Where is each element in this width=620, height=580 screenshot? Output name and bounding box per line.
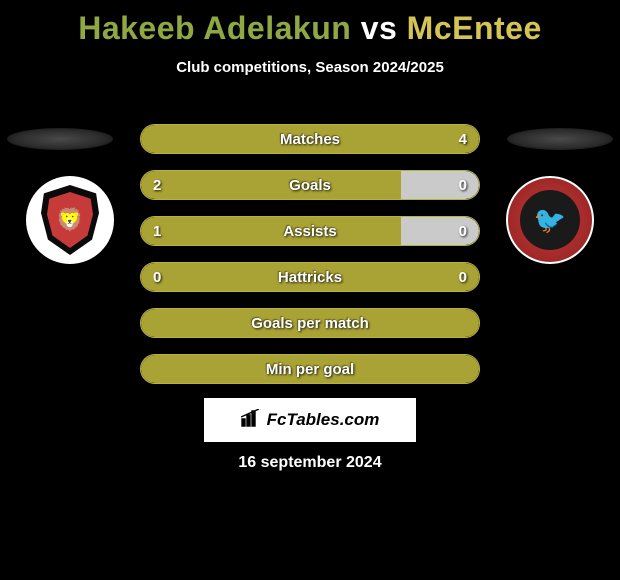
stat-bar: Goals2 0 xyxy=(140,170,480,200)
player2-shadow xyxy=(507,128,613,150)
bar-label: Hattricks xyxy=(141,269,479,286)
bar-value-left: 0 xyxy=(153,269,161,286)
player1-shadow xyxy=(7,128,113,150)
brand-box[interactable]: FcTables.com xyxy=(204,398,416,442)
bar-label: Matches xyxy=(141,131,479,148)
bar-value-right: 0 xyxy=(459,269,467,286)
swift-icon: 🐦 xyxy=(534,205,566,236)
bar-value-right: 0 xyxy=(459,177,467,194)
lion-icon: 🦁 xyxy=(56,207,83,233)
bar-label: Goals xyxy=(141,177,479,194)
walsall-inner: 🐦 xyxy=(520,190,580,250)
bar-value-left: 1 xyxy=(153,223,161,240)
club-logo-right: 🐦 xyxy=(506,176,594,264)
stat-bar: Matches4 xyxy=(140,124,480,154)
season-subtitle: Club competitions, Season 2024/2025 xyxy=(0,59,620,76)
bar-value-right: 4 xyxy=(459,131,467,148)
date-text: 16 september 2024 xyxy=(0,454,620,472)
bar-label: Min per goal xyxy=(141,361,479,378)
stat-bar: Goals per match xyxy=(140,308,480,338)
salford-shield: 🦁 xyxy=(41,185,99,255)
vs-text: vs xyxy=(361,10,398,46)
player2-name: McEntee xyxy=(407,10,542,46)
bar-value-left: 2 xyxy=(153,177,161,194)
player1-name: Hakeeb Adelakun xyxy=(78,10,351,46)
stat-bar: Assists1 0 xyxy=(140,216,480,246)
brand-text: FcTables.com xyxy=(267,410,380,430)
bar-label: Assists xyxy=(141,223,479,240)
stat-bar: Hattricks0 0 xyxy=(140,262,480,292)
stat-bar: Min per goal xyxy=(140,354,480,384)
salford-shield-inner: 🦁 xyxy=(47,192,93,248)
chart-icon xyxy=(241,409,261,432)
stat-bars-container: Matches4Goals20Assists10Hattricks00Goals… xyxy=(140,124,480,400)
bar-value-right: 0 xyxy=(459,223,467,240)
club-logo-left: 🦁 xyxy=(26,176,114,264)
bar-label: Goals per match xyxy=(141,315,479,332)
comparison-title: Hakeeb Adelakun vs McEntee xyxy=(0,0,620,47)
